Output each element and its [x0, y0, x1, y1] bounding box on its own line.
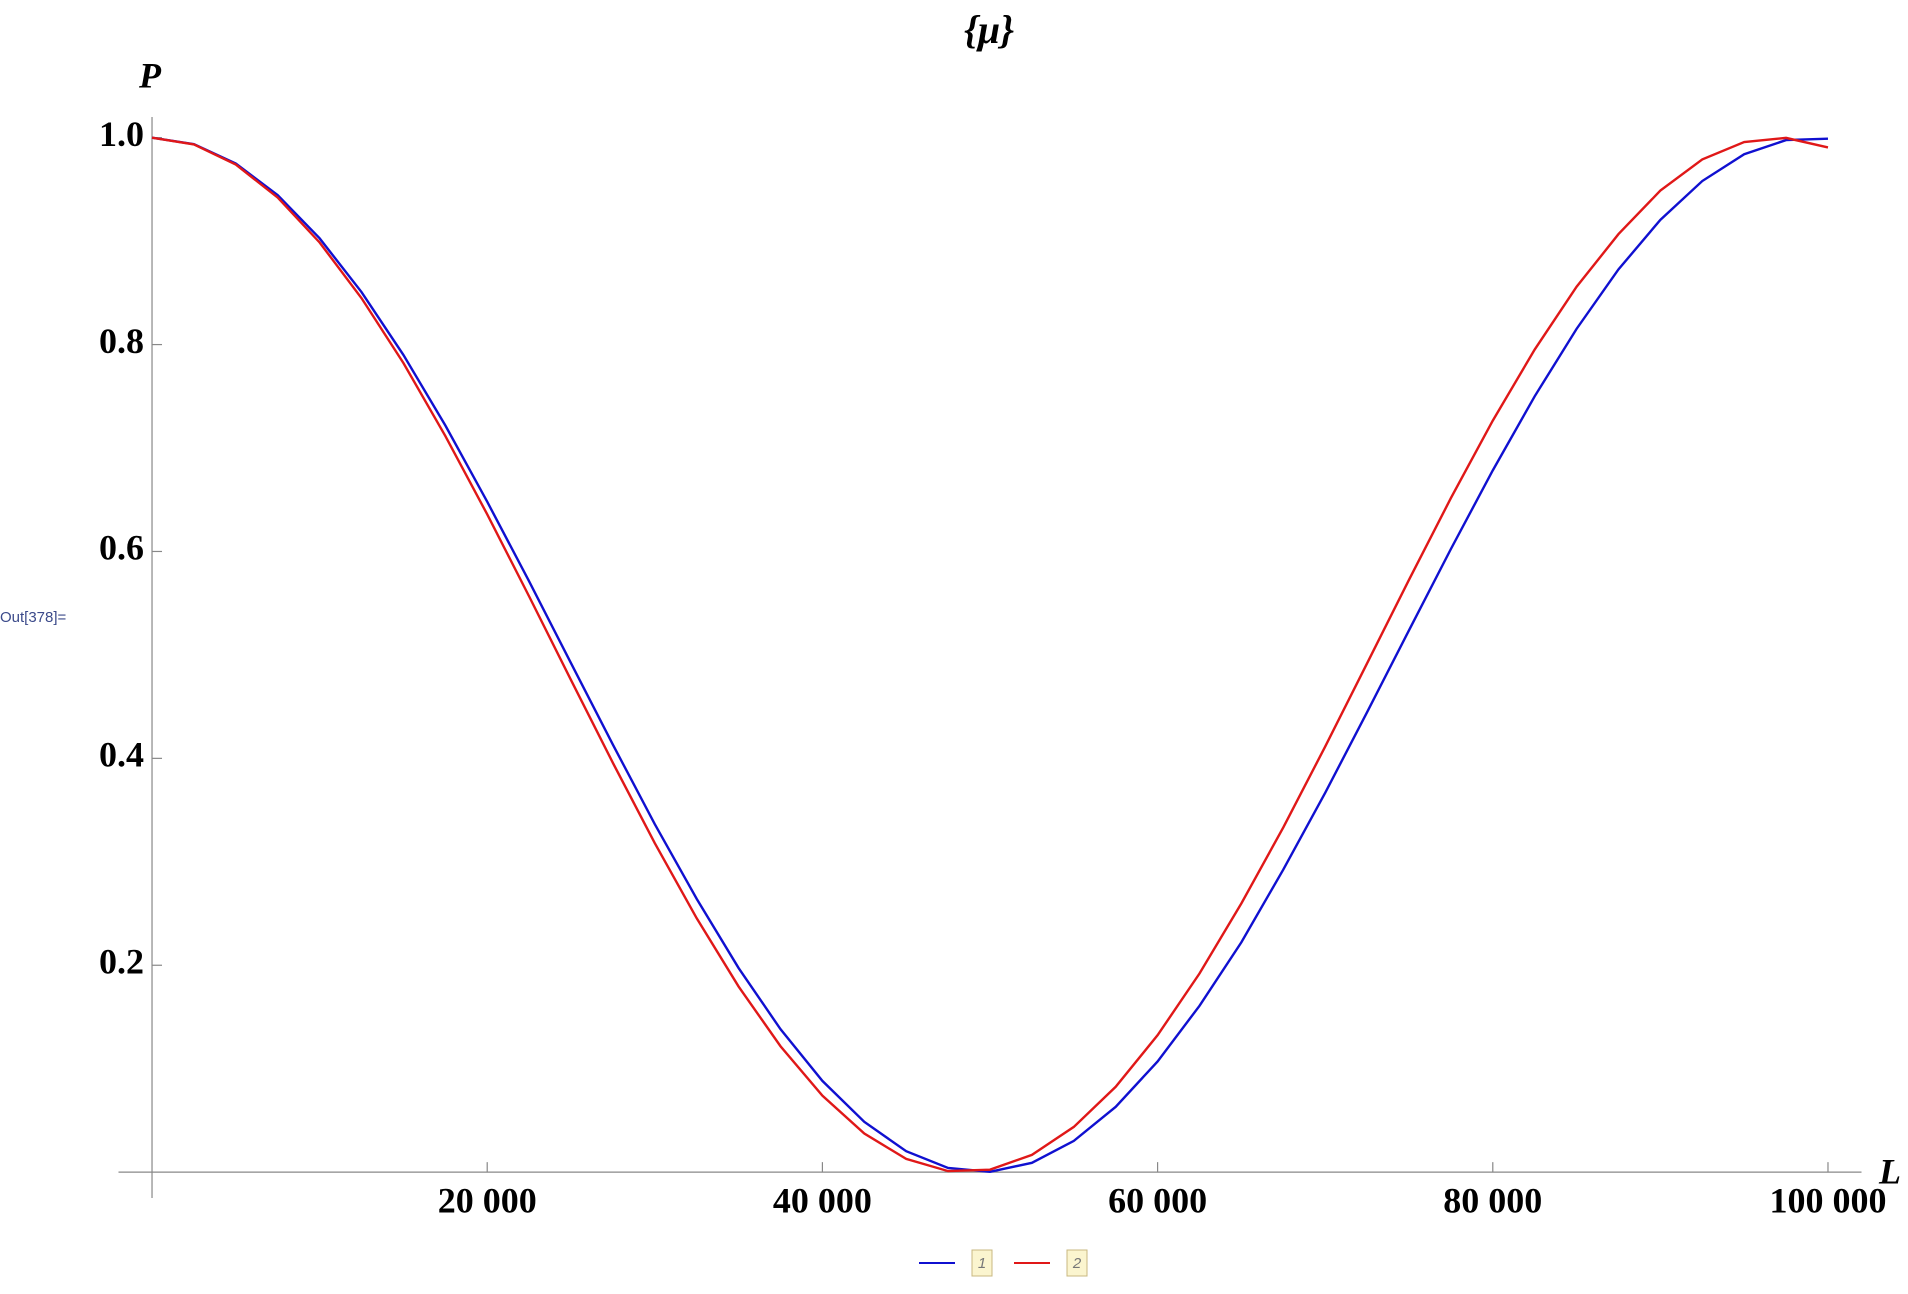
- legend-label: 1: [978, 1255, 986, 1272]
- y-tick-label: 0.6: [99, 528, 144, 568]
- series-line: [151, 136, 1829, 1173]
- chart-title: {μ}: [964, 7, 1014, 52]
- y-tick-label: 1.0: [99, 114, 144, 154]
- x-tick-label: 20 000: [438, 1180, 537, 1220]
- y-tick-label: 0.2: [99, 942, 144, 982]
- legend-label: 2: [1072, 1255, 1082, 1272]
- x-tick-label: 80 000: [1443, 1180, 1542, 1220]
- legend-box: [971, 1249, 993, 1277]
- x-tick-label: 100 000: [1769, 1180, 1886, 1220]
- x-tick-label: 40 000: [773, 1180, 872, 1220]
- y-axis-label: P: [138, 55, 162, 95]
- x-tick-label: 60 000: [1108, 1180, 1207, 1220]
- legend-box: [1066, 1249, 1088, 1277]
- cell-label: Out[378]=: [0, 609, 67, 626]
- series-line: [151, 136, 1829, 1174]
- x-axis-label: L: [1878, 1151, 1901, 1191]
- y-tick-label: 0.8: [99, 321, 144, 361]
- y-tick-label: 0.4: [99, 735, 144, 775]
